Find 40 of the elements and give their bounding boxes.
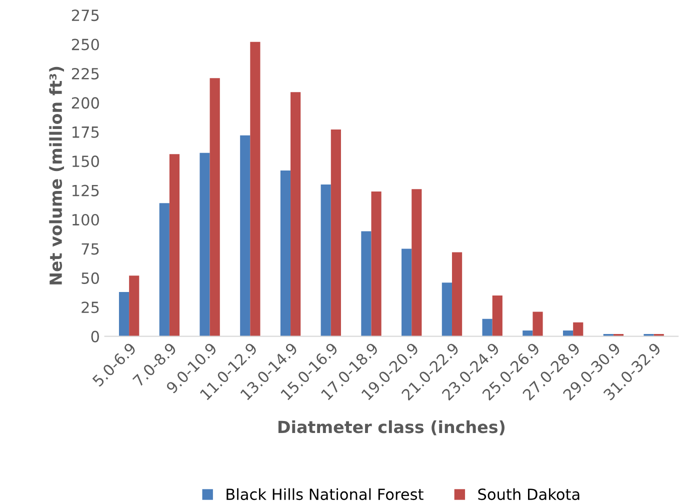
bar [402,248,412,336]
y-tick-label: 175 [72,126,99,138]
y-tick-label: 50 [82,272,99,284]
y-tick-label: 125 [72,184,99,196]
bar [169,154,180,336]
bar [492,295,502,336]
bar [159,203,170,336]
bar [522,330,533,336]
bar [330,130,341,336]
y-tick-label: 25 [82,302,99,314]
bar [482,318,492,336]
bar [118,292,130,336]
bar [532,312,543,336]
y-tick-label: 0 [91,330,99,342]
y-tick-label: 225 [72,68,99,80]
bar [361,231,372,336]
legend-label: South Dakota [478,488,580,500]
x-axis-title: Diatmeter class (inches) [278,420,504,436]
bar [320,184,331,336]
bar [200,152,210,336]
y-tick-label: 200 [72,97,99,109]
bar [562,330,574,336]
legend-label: Black Hills National Forest [226,488,424,500]
bar [240,135,250,336]
bar [442,282,452,336]
bar [280,170,291,336]
bar [573,322,584,336]
bar [412,189,422,336]
bar [290,92,301,336]
y-tick-label: 150 [72,156,99,168]
y-tick-label: 75 [82,243,99,255]
y-tick-label: 100 [72,214,99,226]
y-tick-label: 275 [72,10,99,22]
y-axis-title: Net volume (million ft³) [49,66,64,284]
bar [371,191,382,336]
bar [452,252,462,336]
y-tick-label: 250 [72,38,99,50]
bar [250,42,260,336]
bar [210,78,220,336]
bar [129,276,140,336]
